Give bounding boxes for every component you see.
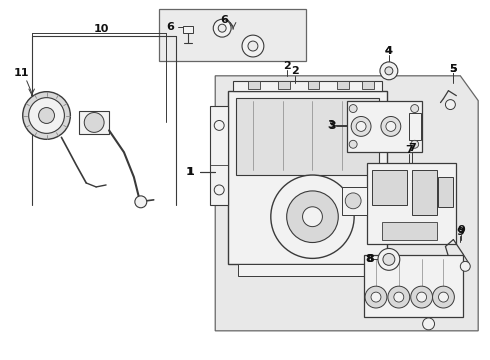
Circle shape: [460, 261, 470, 271]
Text: 2: 2: [291, 66, 298, 76]
Bar: [238, 264, 377, 276]
Circle shape: [23, 92, 71, 139]
Circle shape: [351, 117, 371, 136]
Bar: [367, 163, 456, 244]
Text: 7: 7: [405, 145, 413, 155]
Bar: [183, 26, 194, 33]
Circle shape: [385, 67, 393, 75]
Circle shape: [214, 185, 224, 195]
Bar: [347, 100, 421, 152]
Circle shape: [29, 98, 64, 133]
Circle shape: [388, 286, 410, 308]
Bar: [233, 81, 382, 91]
Text: 4: 4: [385, 46, 393, 56]
Circle shape: [371, 292, 381, 302]
Circle shape: [356, 121, 366, 131]
Circle shape: [439, 292, 448, 302]
Bar: [236, 98, 379, 175]
Bar: [159, 9, 306, 61]
Circle shape: [416, 292, 427, 302]
Circle shape: [84, 113, 104, 132]
Circle shape: [271, 175, 354, 258]
Text: 8: 8: [365, 255, 373, 264]
Circle shape: [386, 121, 396, 131]
Circle shape: [349, 140, 357, 148]
Polygon shape: [215, 76, 478, 331]
Circle shape: [248, 41, 258, 51]
Text: 2: 2: [283, 61, 291, 71]
Text: 8: 8: [366, 255, 374, 264]
Text: 5: 5: [449, 64, 457, 74]
Circle shape: [422, 318, 435, 330]
Circle shape: [411, 140, 418, 148]
Bar: [439, 177, 453, 207]
Text: 11: 11: [14, 68, 29, 78]
Bar: [278, 81, 290, 89]
Text: 7: 7: [408, 143, 416, 153]
Bar: [409, 113, 420, 140]
Bar: [308, 81, 319, 89]
Circle shape: [445, 100, 455, 109]
Bar: [337, 81, 349, 89]
Text: 9: 9: [456, 226, 464, 237]
Circle shape: [381, 117, 401, 136]
Bar: [79, 111, 109, 134]
Circle shape: [365, 286, 387, 308]
Text: 3: 3: [328, 121, 335, 130]
Circle shape: [349, 105, 357, 113]
Circle shape: [394, 292, 404, 302]
Bar: [248, 81, 260, 89]
Text: 1: 1: [186, 167, 194, 177]
Bar: [412, 170, 437, 215]
Circle shape: [242, 35, 264, 57]
Text: 6: 6: [220, 15, 228, 25]
Text: 10: 10: [94, 24, 109, 34]
Bar: [387, 105, 409, 145]
Text: 1: 1: [187, 167, 195, 177]
Circle shape: [39, 108, 54, 123]
Bar: [372, 170, 407, 205]
Text: 6: 6: [167, 22, 174, 32]
Text: 3: 3: [329, 121, 336, 131]
Text: 5: 5: [449, 64, 457, 74]
Bar: [342, 187, 367, 215]
Circle shape: [383, 253, 395, 265]
Circle shape: [380, 62, 398, 80]
Bar: [364, 255, 464, 317]
Circle shape: [345, 193, 361, 209]
Circle shape: [135, 196, 147, 208]
Bar: [228, 91, 387, 264]
Circle shape: [302, 207, 322, 227]
Circle shape: [411, 286, 433, 308]
Bar: [210, 105, 228, 205]
Circle shape: [287, 191, 338, 243]
Circle shape: [433, 286, 454, 308]
Bar: [362, 81, 374, 89]
Circle shape: [411, 105, 418, 113]
Text: 4: 4: [385, 46, 393, 56]
Circle shape: [214, 121, 224, 130]
Circle shape: [213, 19, 231, 37]
Bar: [382, 222, 437, 239]
Text: 9: 9: [457, 225, 465, 235]
Circle shape: [378, 248, 400, 270]
Circle shape: [218, 24, 226, 32]
